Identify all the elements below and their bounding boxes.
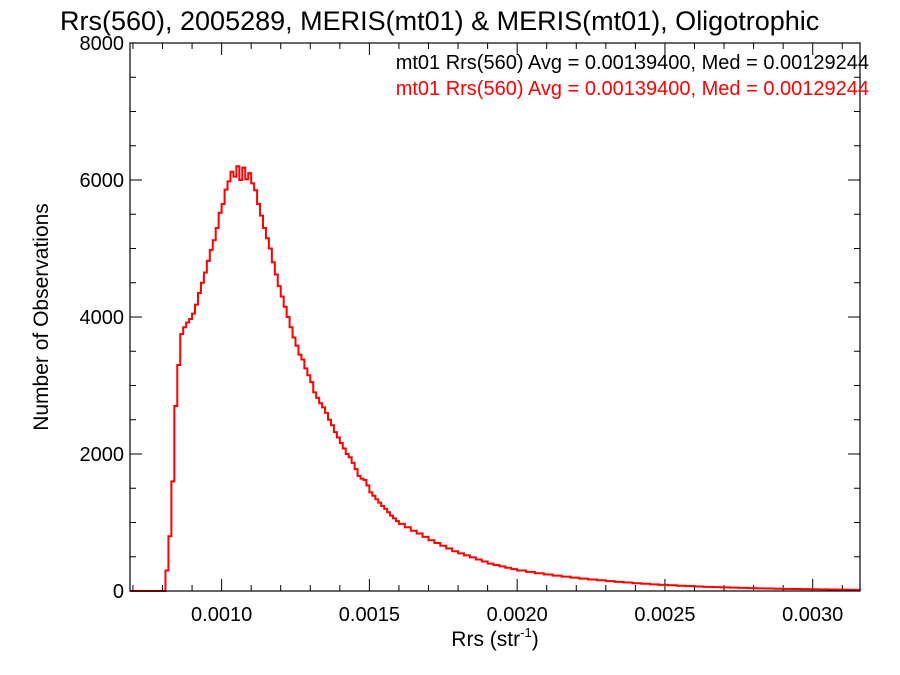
- x-axis-title: Rrs (str-1): [451, 625, 538, 651]
- y-axis-title: Number of Observations: [30, 203, 53, 431]
- x-tick-label: 0.0010: [191, 604, 252, 626]
- legend-line-2: mt01 Rrs(560) Avg = 0.00139400, Med = 0.…: [396, 78, 869, 100]
- x-tick-label: 0.0025: [634, 604, 695, 626]
- x-axis-title-superscript: -1: [520, 625, 532, 640]
- x-axis-title-main: Rrs (str: [451, 628, 520, 651]
- y-tick-label: 6000: [80, 170, 125, 192]
- x-tick-label: 0.0015: [339, 604, 400, 626]
- y-tick-label: 8000: [80, 33, 125, 55]
- y-tick-label: 0: [113, 581, 124, 603]
- x-axis-title-suffix: ): [532, 628, 539, 651]
- y-tick-label: 4000: [80, 307, 125, 329]
- histogram-series-line: [130, 165, 861, 592]
- chart-title: Rrs(560), 2005289, MERIS(mt01) & MERIS(m…: [60, 6, 819, 36]
- y-tick-label: 2000: [80, 444, 125, 466]
- x-tick-label: 0.0020: [487, 604, 548, 626]
- x-tick-label: 0.0030: [782, 604, 843, 626]
- plot-frame: [129, 42, 861, 592]
- legend-line-1: mt01 Rrs(560) Avg = 0.00139400, Med = 0.…: [396, 52, 869, 74]
